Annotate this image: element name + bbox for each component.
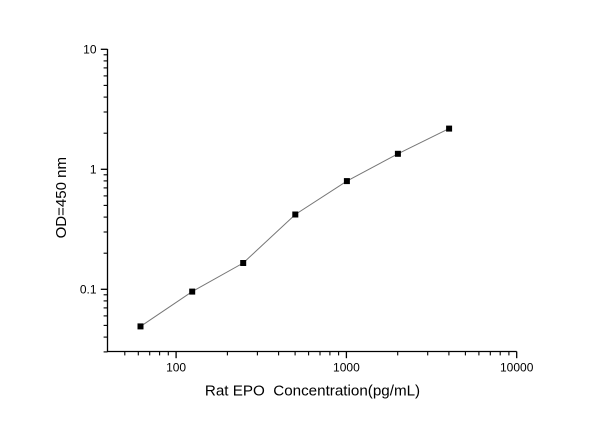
svg-text:Rat EPO Concentration(pg/mL): Rat EPO Concentration(pg/mL) <box>205 383 420 400</box>
svg-text:1000: 1000 <box>333 361 360 375</box>
svg-text:10: 10 <box>83 42 97 56</box>
svg-text:10000: 10000 <box>500 361 534 375</box>
svg-text:OD=450 nm: OD=450 nm <box>53 157 70 238</box>
svg-text:0.1: 0.1 <box>80 282 97 296</box>
svg-text:100: 100 <box>166 361 186 375</box>
svg-text:1: 1 <box>90 162 97 176</box>
